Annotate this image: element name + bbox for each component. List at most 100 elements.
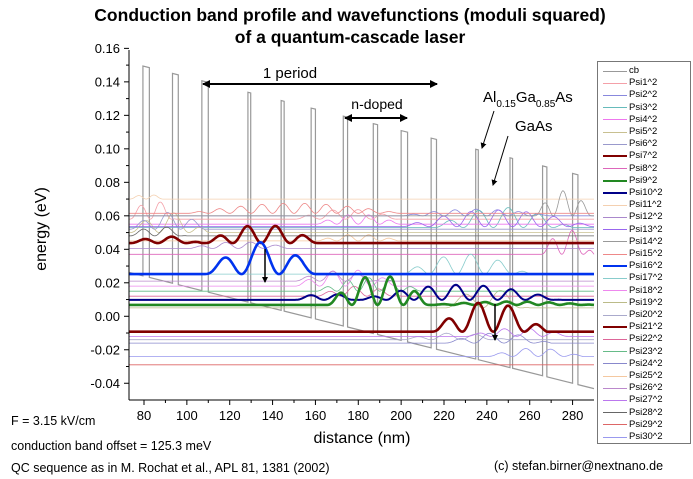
legend-swatch — [603, 351, 627, 353]
x-tick-label: 80 — [137, 408, 151, 423]
wavefunction-psi23-sq — [129, 277, 594, 292]
legend-swatch — [603, 264, 627, 267]
legend-label: cb — [629, 65, 640, 76]
title-line-1: Conduction band profile and wavefunction… — [94, 5, 606, 25]
wavefunction-psi9-sq — [129, 275, 595, 307]
n-doped-label: n-doped — [351, 96, 402, 112]
wavefunction-psi30-sq — [129, 348, 594, 357]
legend-item: Psi14^2 — [598, 236, 690, 248]
legend-label: Psi26^2 — [629, 382, 663, 394]
legend-item: cb — [598, 65, 690, 77]
chart-title: Conduction band profile and wavefunction… — [60, 4, 640, 48]
legend-label: Psi3^2 — [629, 101, 658, 113]
legend-item: Psi5^2 — [598, 126, 690, 138]
legend-swatch — [603, 82, 627, 84]
y-tick-label: -0.04 — [90, 376, 120, 391]
legend-swatch — [603, 168, 627, 170]
legend-item: Psi12^2 — [598, 211, 690, 223]
x-tick-label: 140 — [262, 408, 284, 423]
wavefunction-psi27-sq — [129, 327, 594, 337]
legend-label: Psi29^2 — [629, 418, 663, 430]
legend-label: Psi10^2 — [629, 187, 663, 198]
legend-label: Psi13^2 — [629, 223, 663, 235]
wavefunction-psi16-sq — [129, 240, 594, 276]
y-tick-label: 0.02 — [95, 275, 120, 290]
wavefunction-psi17-sq — [129, 253, 594, 275]
y-tick-label: 0.12 — [95, 108, 120, 123]
legend-label: Psi11^2 — [629, 199, 662, 211]
legend-swatch — [603, 94, 627, 96]
wavefunction-psi24-sq — [129, 332, 594, 344]
legend-swatch — [603, 253, 627, 255]
legend-swatch — [603, 436, 627, 438]
legend-label: Psi22^2 — [629, 333, 663, 345]
legend-item: Psi23^2 — [598, 346, 690, 358]
legend-label: Psi23^2 — [629, 345, 663, 357]
legend-item: Psi17^2 — [598, 272, 690, 284]
cb-profile — [129, 65, 595, 390]
legend-item: Psi24^2 — [598, 358, 690, 370]
x-tick-label: 120 — [219, 408, 241, 423]
legend-item: Psi16^2 — [598, 260, 690, 272]
legend-label: Psi25^2 — [629, 370, 663, 381]
legend-swatch — [603, 204, 627, 206]
legend-item: Psi22^2 — [598, 333, 690, 345]
legend-swatch — [603, 155, 627, 158]
x-axis-label: distance (nm) — [314, 430, 411, 447]
legend-swatch — [603, 229, 627, 231]
x-tick-label: 100 — [176, 408, 198, 423]
offset-note: conduction band offset = 125.3 meV — [11, 439, 212, 453]
legend-swatch — [603, 119, 627, 121]
wavefunction-psi15-sq — [129, 202, 594, 214]
legend-item: Psi3^2 — [598, 102, 690, 114]
y-tick-label: 0.16 — [95, 41, 120, 56]
legend-item: Psi2^2 — [598, 89, 690, 101]
legend-label: Psi12^2 — [629, 211, 663, 223]
legend-swatch — [603, 277, 627, 279]
wavefunction-psi25-sq — [129, 234, 594, 242]
y-axis-label: energy (eV) — [33, 187, 50, 271]
legend-label: Psi19^2 — [629, 296, 663, 308]
legend-swatch — [603, 241, 627, 243]
legend-swatch — [603, 70, 627, 72]
legend-label: Psi4^2 — [629, 113, 658, 125]
legend-swatch — [603, 412, 627, 414]
legend-swatch — [603, 363, 627, 365]
legend-item: Psi15^2 — [598, 248, 690, 260]
x-tick-label: 280 — [562, 408, 584, 423]
axes: 80 100 120 140 160 180 200 220 240 260 280 0.16 0.14… — [90, 41, 594, 423]
legend-swatch — [603, 325, 627, 328]
x-tick-label: 160 — [305, 408, 327, 423]
legend-item: Psi30^2 — [598, 431, 690, 443]
legend-item: Psi20^2 — [598, 309, 690, 321]
gaas-label: GaAs — [515, 118, 553, 135]
legend-swatch — [603, 302, 627, 304]
legend-label: Psi24^2 — [629, 357, 663, 369]
wavefunction-psi19-sq — [129, 290, 594, 309]
legend-swatch — [603, 179, 627, 182]
legend-item: Psi8^2 — [598, 163, 690, 175]
legend-label: Psi28^2 — [629, 406, 663, 418]
copyright-note: (c) stefan.birner@nextnano.de — [494, 459, 664, 473]
legend-swatch — [603, 338, 627, 340]
wavefunction-psi13-sq — [129, 209, 594, 228]
legend-item: Psi21^2 — [598, 321, 690, 333]
legend-swatch — [603, 131, 627, 133]
y-tick-label: 0.08 — [95, 175, 120, 190]
legend-label: Psi6^2 — [629, 138, 658, 150]
legend-item: Psi11^2 — [598, 199, 690, 211]
x-tick-label: 200 — [390, 408, 412, 423]
legend-item: Psi7^2 — [598, 150, 690, 162]
legend-item: Psi9^2 — [598, 175, 690, 187]
x-tick-label: 220 — [433, 408, 455, 423]
legend-label: Psi21^2 — [629, 321, 663, 333]
legend-label: Psi15^2 — [629, 248, 663, 259]
legend-swatch — [603, 192, 627, 194]
legend-swatch — [603, 399, 627, 401]
title-line-2: of a quantum-cascade laser — [234, 27, 466, 47]
legend-swatch — [603, 107, 627, 109]
legend-label: Psi1^2 — [629, 77, 658, 89]
gaas-arrow — [491, 135, 509, 186]
wavefunction-psi21-sq — [129, 301, 594, 334]
